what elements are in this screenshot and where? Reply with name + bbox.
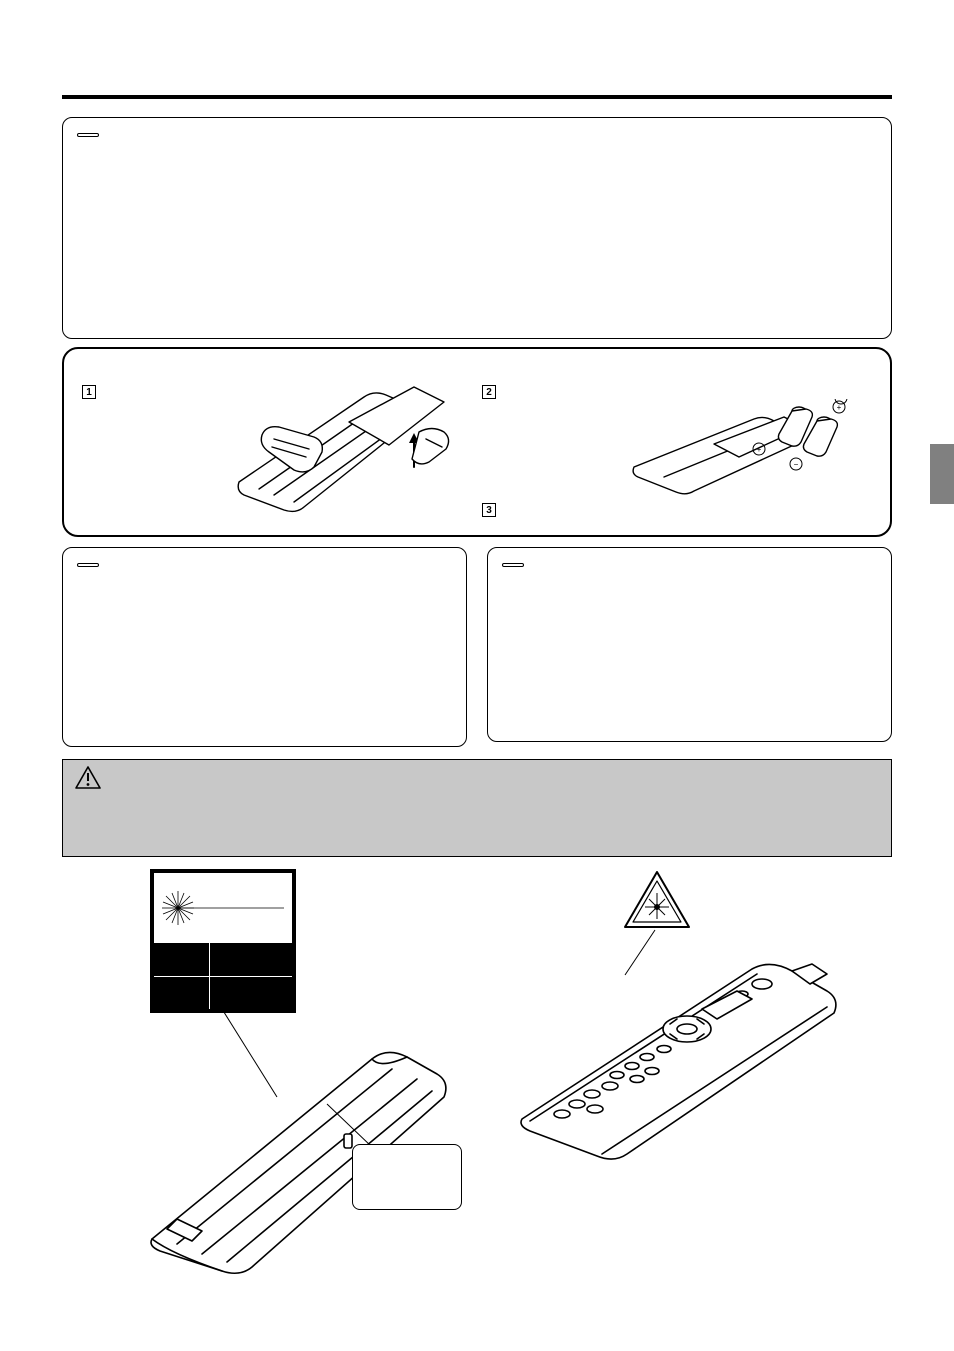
battery-install-box: 1 2 3 [62,347,892,537]
laser-label-cell-4 [210,976,292,1009]
step-number-2: 2 [482,385,496,399]
step-number-1: 1 [82,385,96,399]
laser-label-cell-1 [154,943,210,976]
warning-box-grey [62,759,892,857]
small-rounded-label [352,1144,462,1210]
page-content: 1 2 3 [62,95,892,1289]
bottom-illustration-area [62,869,892,1289]
two-box-row [62,547,892,747]
laser-label-cell-3 [154,976,210,1009]
caution-box-top [62,117,892,339]
remote-open-cover-illustration [214,367,474,527]
step-number-3: 3 [482,503,496,517]
polarity-minus-1: − [794,460,799,469]
laser-label-top [154,873,292,943]
laser-product-label [150,869,296,1013]
laser-burst-icon [154,873,292,943]
remote-top-illustration [492,949,852,1169]
side-tab [930,444,954,504]
warning-triangle-icon [75,766,101,789]
laser-label-bottom [154,943,292,1009]
info-pill-right [502,563,524,567]
polarity-minus-2: − [839,399,844,402]
info-box-right [487,547,892,742]
top-rule [62,95,892,99]
info-pill-left [77,563,99,567]
laser-label-cell-2 [210,943,292,976]
remote-insert-batteries-illustration: + − + − [624,399,864,499]
caution-pill-top [77,133,99,137]
info-box-left [62,547,467,747]
polarity-plus-1: + [757,445,762,454]
laser-hazard-triangle-icon [622,869,692,931]
